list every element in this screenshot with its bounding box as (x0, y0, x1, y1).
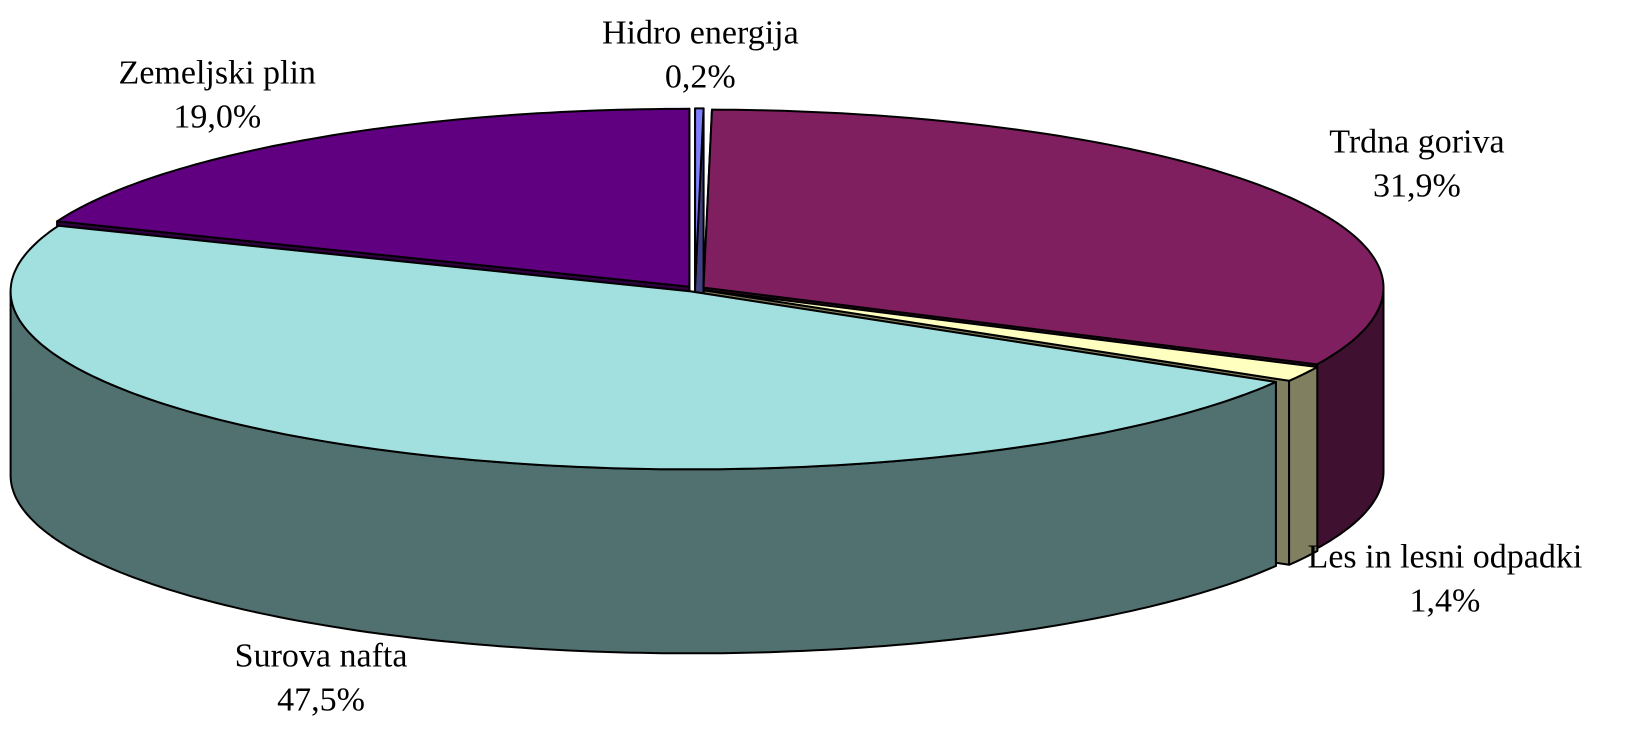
value-label: 31,9% (1373, 168, 1461, 205)
slice (56, 107, 691, 288)
slice-side (1288, 366, 1319, 566)
value-label: 1,4% (1410, 583, 1481, 620)
value-label: 19,0% (173, 98, 261, 135)
slice (9, 224, 1277, 471)
value-label: 47,5% (277, 682, 365, 719)
slice-label: Surova nafta (235, 638, 408, 675)
slice-label: Zemeljski plin (119, 54, 316, 91)
slice (702, 289, 1319, 382)
slice-label: Hidro energija (602, 14, 799, 51)
slice (694, 107, 705, 288)
value-label: 0,2% (665, 58, 736, 95)
slice-label: Les in lesni odpadki (1308, 539, 1583, 576)
slice-label: Trdna goriva (1329, 124, 1504, 161)
slice (702, 108, 1385, 366)
